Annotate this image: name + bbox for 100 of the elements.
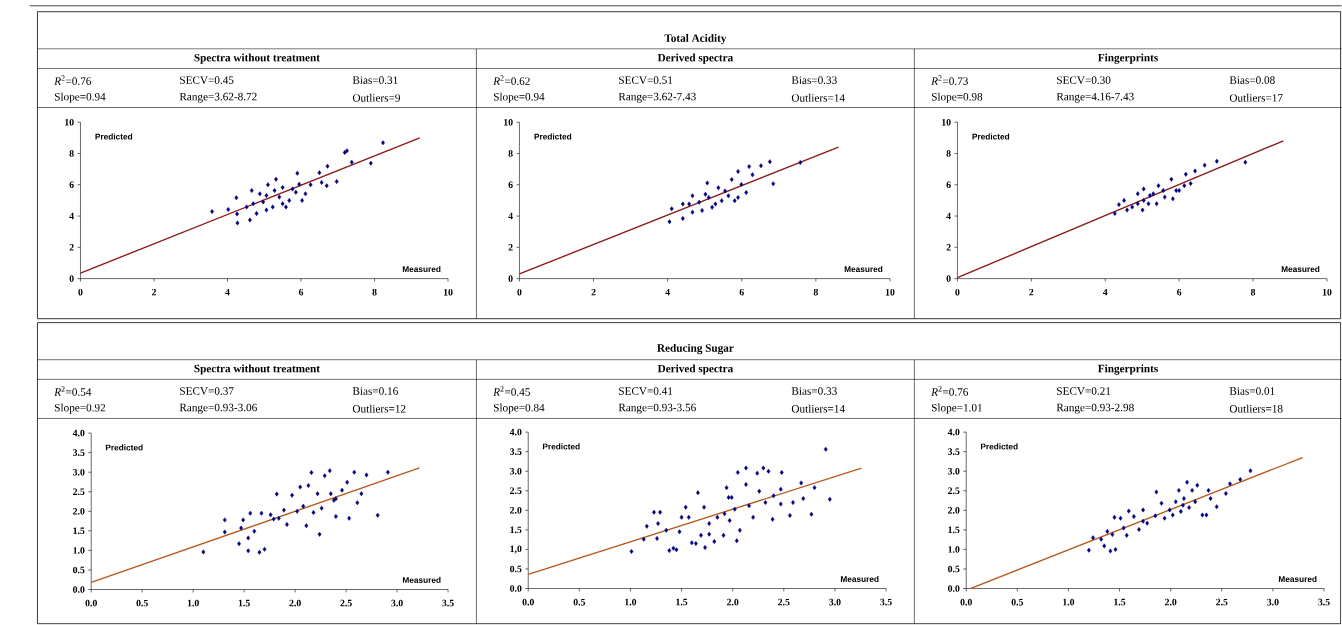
x-tick-label: 2.5 (1216, 598, 1228, 606)
point (727, 518, 732, 524)
point (703, 545, 707, 551)
point (1188, 181, 1193, 187)
point (751, 515, 756, 520)
point (277, 194, 282, 200)
point (1190, 488, 1195, 493)
point (308, 182, 313, 188)
x-tick-label: 1.5 (238, 599, 250, 607)
x-axis-title: Measured (1278, 576, 1317, 583)
point (766, 468, 771, 474)
point (1193, 499, 1198, 505)
text: Bias=0.16 (352, 387, 398, 395)
text: SECV=0.51 (619, 76, 673, 85)
point (664, 527, 669, 533)
point (1174, 188, 1179, 194)
x-axis-title: Measured (402, 266, 441, 273)
point (345, 148, 349, 154)
point (809, 511, 814, 517)
y-tick-label: 6 (69, 181, 74, 189)
chart-subtitle: Spectra without treatment (194, 53, 320, 64)
point (1137, 527, 1141, 533)
text: R$^{2}$=0.73 (931, 75, 968, 86)
x-tick-label: 2 (1029, 289, 1034, 296)
point (1181, 502, 1185, 508)
x-tick-label: 0.0 (85, 599, 97, 607)
x-tick-label: 2.0 (1165, 598, 1177, 606)
y-tick-label: 2 (946, 244, 951, 251)
y-tick-label: 1,0 (510, 545, 522, 554)
point (235, 220, 240, 226)
point (303, 191, 308, 197)
point (280, 201, 285, 207)
point (347, 516, 352, 521)
y-tick-label: 8 (69, 150, 74, 157)
point (690, 193, 695, 199)
point (246, 535, 251, 541)
point (1156, 183, 1161, 189)
chart-title: Reducing Sugar (657, 344, 734, 355)
point (1193, 168, 1197, 174)
y-tick-label: 4.0 (509, 428, 522, 436)
point (276, 516, 281, 521)
x-tick-label: 1.0 (1063, 598, 1075, 606)
text: SECV=0.30 (1057, 76, 1111, 85)
point (266, 182, 270, 188)
point (311, 510, 316, 516)
text: Slope=0.84 (493, 403, 545, 414)
point (736, 169, 740, 175)
point (261, 199, 266, 205)
point (290, 492, 294, 498)
point (1170, 196, 1175, 202)
point (771, 493, 776, 499)
point (268, 512, 273, 518)
text: Range=4.16-7.43 (1056, 92, 1134, 103)
y-tick-label: 4 (69, 212, 74, 220)
point (735, 470, 740, 475)
point (340, 487, 344, 493)
y-tick-label: 6 (508, 181, 513, 189)
point (761, 465, 766, 471)
x-tick-label: 3.5 (1318, 598, 1330, 606)
point (1112, 211, 1117, 216)
point (1140, 207, 1145, 213)
y-tick-label: 2.0 (510, 507, 522, 514)
text: Outliers=18 (1229, 404, 1283, 413)
text: SECV=0.37 (180, 387, 234, 395)
point (226, 207, 231, 213)
text: Outliers=14 (791, 93, 845, 102)
point (652, 509, 656, 515)
point (262, 546, 267, 552)
point (721, 533, 726, 538)
point (778, 501, 783, 507)
point (697, 199, 702, 205)
point (1141, 507, 1145, 513)
y-tick-label: 0 (69, 275, 74, 283)
point (1159, 500, 1164, 506)
point (319, 180, 324, 185)
x-tick-label: 10 (1322, 289, 1332, 296)
y-tick-label: 1.0 (948, 546, 960, 553)
point (201, 549, 206, 555)
point (241, 517, 246, 523)
text: Range=3.62-8.72 (179, 92, 257, 103)
text: R$^{2}$=0.54 (54, 386, 92, 396)
point (271, 516, 276, 522)
x-tick-label: 3.5 (880, 598, 892, 606)
text: Outliers=14 (791, 404, 845, 413)
point (251, 201, 256, 207)
point (703, 191, 708, 197)
point (732, 198, 737, 204)
point (249, 188, 254, 194)
point (739, 182, 744, 188)
point (687, 201, 692, 207)
point (1182, 183, 1187, 189)
text: Bias=0.33 (791, 387, 837, 395)
point (706, 195, 711, 201)
point (771, 181, 776, 187)
point (290, 186, 295, 192)
point (1238, 477, 1243, 483)
text: Outliers=17 (1229, 93, 1283, 102)
point (679, 515, 684, 520)
chart-subtitle: Fingerprints (1098, 364, 1158, 375)
y-tick-label: 1.0 (73, 547, 85, 554)
